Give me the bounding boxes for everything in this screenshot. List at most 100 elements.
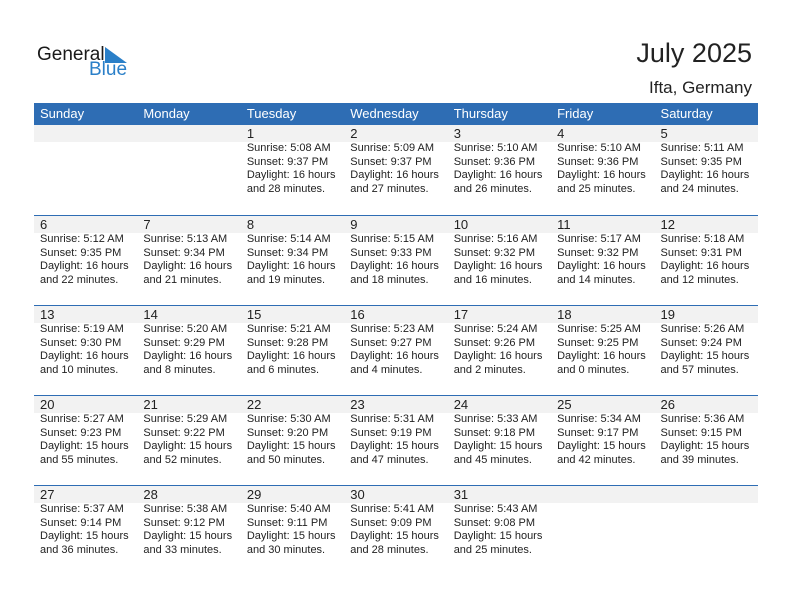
day-number: 26: [660, 397, 675, 412]
day-number-band: [34, 306, 758, 323]
sunset-text: Sunset: 9:19 PM: [350, 426, 432, 439]
sunset-text: Sunset: 9:08 PM: [453, 516, 536, 529]
sunset-text: Sunset: 9:34 PM: [246, 246, 329, 259]
day-number-band: [34, 396, 758, 413]
daylight-text: Daylight: 15 hours: [143, 530, 233, 542]
day-cell: 2 Sunrise: 5:09 AM Sunset: 9:37 PM Daylight…: [344, 125, 447, 215]
daylight-minutes-text: and 25 minutes.: [557, 182, 636, 195]
calendar-week: 13 Sunrise: 5:19 AM Sunset: 9:30 PM Dayligh…: [34, 305, 758, 395]
empty-day-cell: [655, 486, 758, 575]
sunrise-text: Sunrise: 5:33 AM: [453, 413, 538, 425]
empty-day-cell: [34, 125, 137, 215]
sunrise-text: Sunrise: 5:17 AM: [557, 233, 641, 245]
day-cell: 31 Sunrise: 5:43 AM Sunset: 9:08 PM Dayligh…: [448, 486, 551, 575]
daylight-text: Daylight: 16 hours: [453, 260, 543, 272]
day-cell: 23 Sunrise: 5:31 AM Sunset: 9:19 PM Dayligh…: [344, 396, 447, 485]
day-number: 20: [40, 397, 55, 412]
day-number: 23: [350, 397, 365, 412]
sunset-text: Sunset: 9:30 PM: [40, 336, 122, 349]
sunrise-text: Sunrise: 5:19 AM: [40, 323, 124, 335]
sunrise-text: Sunrise: 5:20 AM: [143, 323, 228, 335]
sunset-text: Sunset: 9:35 PM: [660, 155, 742, 168]
day-number: 9: [350, 217, 358, 232]
day-number: 13: [40, 307, 55, 322]
day-cell: 17 Sunrise: 5:24 AM Sunset: 9:26 PM Dayligh…: [448, 306, 551, 395]
daylight-text: Daylight: 16 hours: [453, 350, 543, 362]
daylight-text: Daylight: 16 hours: [246, 350, 336, 362]
daylight-text: Daylight: 15 hours: [246, 440, 336, 452]
daylight-text: Daylight: 16 hours: [350, 350, 439, 362]
sunrise-text: Sunrise: 5:24 AM: [453, 323, 538, 335]
day-number: 16: [350, 307, 365, 322]
sunrise-text: Sunrise: 5:38 AM: [143, 503, 228, 515]
sunrise-text: Sunrise: 5:25 AM: [557, 323, 641, 335]
daylight-minutes-text: and 33 minutes.: [143, 543, 222, 556]
sunrise-text: Sunrise: 5:29 AM: [143, 413, 228, 425]
sunrise-text: Sunrise: 5:10 AM: [453, 142, 538, 154]
daylight-text: Daylight: 15 hours: [557, 440, 646, 452]
daylight-text: Daylight: 15 hours: [453, 530, 543, 542]
sunrise-text: Sunrise: 5:30 AM: [246, 413, 331, 425]
sunset-text: Sunset: 9:15 PM: [660, 426, 742, 439]
day-number: 6: [40, 217, 48, 232]
daylight-text: Daylight: 16 hours: [557, 350, 646, 362]
sunset-text: Sunset: 9:22 PM: [143, 426, 225, 439]
sunset-text: Sunset: 9:37 PM: [350, 155, 432, 168]
day-cell: 1 Sunrise: 5:08 AM Sunset: 9:37 PM Daylight…: [241, 125, 344, 215]
sunrise-text: Sunrise: 5:31 AM: [350, 413, 435, 425]
day-cell: 7 Sunrise: 5:13 AM Sunset: 9:34 PM Daylight…: [137, 216, 240, 305]
daylight-text: Daylight: 16 hours: [246, 169, 336, 181]
calendar-week: 27 Sunrise: 5:37 AM Sunset: 9:14 PM Dayligh…: [34, 485, 758, 575]
sunrise-text: Sunrise: 5:34 AM: [557, 413, 641, 425]
sunset-text: Sunset: 9:37 PM: [246, 155, 329, 168]
sunset-text: Sunset: 9:28 PM: [246, 336, 329, 349]
day-number: 14: [143, 307, 158, 322]
day-number: 19: [660, 307, 675, 322]
day-number: 18: [557, 307, 572, 322]
day-cell: 21 Sunrise: 5:29 AM Sunset: 9:22 PM Dayligh…: [137, 396, 240, 485]
sunset-text: Sunset: 9:34 PM: [143, 246, 225, 259]
day-cell: 10 Sunrise: 5:16 AM Sunset: 9:32 PM Dayligh…: [448, 216, 551, 305]
day-number: 22: [246, 397, 262, 412]
daylight-minutes-text: and 2 minutes.: [453, 363, 526, 376]
location: Ifta, Germany: [649, 78, 752, 97]
day-number-band: [34, 216, 758, 233]
daylight-text: Daylight: 16 hours: [246, 260, 336, 272]
sunset-text: Sunset: 9:17 PM: [557, 426, 639, 439]
sunset-text: Sunset: 9:36 PM: [453, 155, 536, 168]
day-cell: 29 Sunrise: 5:40 AM Sunset: 9:11 PM Dayligh…: [241, 486, 344, 575]
day-cell: 12 Sunrise: 5:18 AM Sunset: 9:31 PM Dayligh…: [655, 216, 758, 305]
day-number: 27: [40, 487, 55, 502]
daylight-minutes-text: and 10 minutes.: [40, 363, 119, 376]
sunrise-text: Sunrise: 5:37 AM: [40, 503, 124, 515]
weekday-wednesday: Wednesday: [350, 106, 419, 121]
weekday-header: Sunday Monday Tuesday Wednesday Thursday…: [34, 103, 758, 125]
daylight-minutes-text: and 42 minutes.: [557, 453, 636, 466]
day-cell: 16 Sunrise: 5:23 AM Sunset: 9:27 PM Dayligh…: [344, 306, 447, 395]
sunrise-text: Sunrise: 5:14 AM: [246, 233, 331, 245]
weekday-saturday: Saturday: [660, 106, 713, 121]
sunset-text: Sunset: 9:09 PM: [350, 516, 432, 529]
sunset-text: Sunset: 9:32 PM: [453, 246, 536, 259]
day-cell: 24 Sunrise: 5:33 AM Sunset: 9:18 PM Dayligh…: [448, 396, 551, 485]
sunrise-text: Sunrise: 5:43 AM: [453, 503, 538, 515]
daylight-minutes-text: and 22 minutes.: [40, 273, 119, 286]
calendar-week: 6 Sunrise: 5:12 AM Sunset: 9:35 PM Daylight…: [34, 215, 758, 305]
daylight-minutes-text: and 55 minutes.: [40, 453, 119, 466]
day-number: 21: [143, 397, 158, 412]
sunset-text: Sunset: 9:24 PM: [660, 336, 742, 349]
day-cell: 8 Sunrise: 5:14 AM Sunset: 9:34 PM Daylight…: [241, 216, 344, 305]
daylight-minutes-text: and 21 minutes.: [143, 273, 222, 286]
sunset-text: Sunset: 9:33 PM: [350, 246, 432, 259]
daylight-minutes-text: and 16 minutes.: [453, 273, 532, 286]
daylight-minutes-text: and 6 minutes.: [246, 363, 319, 376]
logo-text-general: General: [37, 44, 105, 65]
day-number-band: [34, 486, 758, 503]
day-cell: 22 Sunrise: 5:30 AM Sunset: 9:20 PM Dayligh…: [241, 396, 344, 485]
day-number: 24: [453, 397, 469, 412]
sunrise-text: Sunrise: 5:18 AM: [660, 233, 745, 245]
day-cell: 25 Sunrise: 5:34 AM Sunset: 9:17 PM Dayligh…: [551, 396, 654, 485]
weekday-monday: Monday: [143, 106, 190, 121]
sunrise-text: Sunrise: 5:09 AM: [350, 142, 435, 154]
daylight-text: Daylight: 15 hours: [350, 440, 439, 452]
